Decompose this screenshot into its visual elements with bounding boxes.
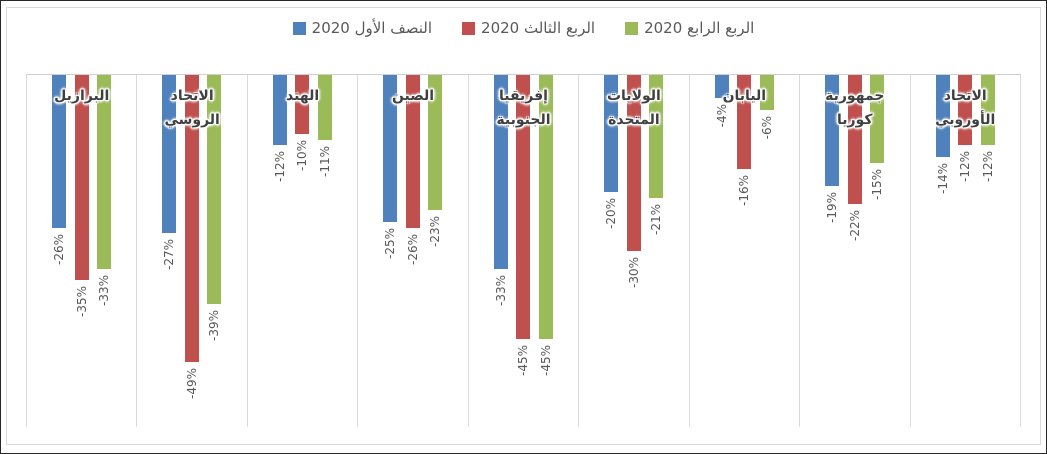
bar-value-label: -10% (295, 140, 310, 172)
bar-series-2-cat-1 (207, 75, 222, 304)
bar-value-label: -30% (626, 257, 641, 289)
category-label: الولايات المتحدة (606, 88, 661, 128)
legend-swatch-red (462, 21, 476, 35)
bar-series-1-cat-6 (737, 75, 752, 169)
category-label: الاتحاد الأوروبي (935, 88, 996, 128)
bar-value-label: -33% (97, 275, 111, 307)
bar-series-2-cat-3 (428, 75, 443, 210)
bar-series-2-cat-8 (980, 75, 995, 145)
bar-value-label: -26% (405, 234, 420, 266)
bar-series-0-cat-0 (52, 75, 66, 228)
bar-value-label: -49% (184, 368, 199, 400)
bar-series-0-cat-3 (383, 75, 398, 222)
bar-series-1-cat-4 (516, 75, 531, 339)
bar-series-1-cat-0 (74, 75, 89, 280)
bar-series-0-cat-8 (935, 75, 950, 157)
bar-series-2-cat-5 (649, 75, 664, 198)
bar-series-1-cat-5 (626, 75, 641, 251)
legend-item-first-half-2020: النصف الأول 2020 (292, 19, 433, 37)
category-group: جمهورية كوريا -19% -22% -15% (800, 75, 911, 427)
bar-value-label: -12% (272, 151, 287, 183)
bar-value-label: -26% (52, 234, 66, 266)
category-label: الهند (286, 88, 320, 104)
bar-series-0-cat-7 (825, 75, 840, 186)
legend-swatch-blue (292, 21, 306, 35)
category-label: إفريقيا الجنوبية (496, 88, 551, 128)
category-label: البرازيل (54, 88, 110, 104)
bar-series-0-cat-6 (714, 75, 729, 98)
bar-series-0-cat-2 (272, 75, 287, 145)
bar-value-label: -27% (162, 239, 177, 271)
legend-item-q4-2020: الربع الرابع 2020 (625, 19, 754, 37)
bar-value-label: -16% (737, 175, 752, 207)
bar-value-label: -11% (317, 146, 332, 178)
bar-value-label: -19% (825, 192, 840, 224)
bar-series-1-cat-7 (847, 75, 862, 204)
bar-value-label: -23% (428, 216, 443, 248)
legend-label-q3-2020: الربع الثالث 2020 (481, 19, 596, 37)
category-label: جمهورية كوريا (825, 88, 885, 128)
bar-series-1-cat-2 (295, 75, 310, 134)
bar-value-label: -35% (74, 286, 89, 318)
bar-value-label: -12% (980, 151, 995, 183)
bar-series-2-cat-0 (97, 75, 111, 269)
chart-border (6, 7, 1041, 445)
category-group: إفريقيا الجنوبية -33% -45% -45% (469, 75, 580, 427)
legend-swatch-green (625, 21, 639, 35)
bar-value-label: -45% (516, 345, 531, 377)
category-group: الولايات المتحدة -20% -30% -21% (579, 75, 690, 427)
bar-value-label: -15% (870, 169, 885, 201)
bar-value-label: -21% (649, 204, 664, 236)
category-group: اليابان -4% -16% -6% (690, 75, 801, 427)
category-group: الصين -25% -26% -23% (358, 75, 469, 427)
category-label: اليابان (722, 88, 767, 104)
bar-series-1-cat-1 (184, 75, 199, 362)
category-label: الصين (391, 88, 435, 104)
bar-value-label: -22% (847, 210, 862, 242)
legend: النصف الأول 2020 الربع الثالث 2020 الربع… (1, 19, 1046, 37)
bar-value-label: -12% (958, 151, 972, 183)
category-group: الاتحاد الأوروبي -14% -12% -12% (911, 75, 1021, 427)
legend-label-q4-2020: الربع الرابع 2020 (644, 19, 755, 37)
bar-value-label: -45% (538, 345, 553, 377)
category-label: الاتحاد الروسي (164, 88, 220, 128)
bar-value-label: -25% (383, 228, 398, 260)
category-group: البرازيل -26% -35% -33% (26, 75, 138, 427)
bar-series-0-cat-4 (493, 75, 508, 269)
legend-label-first-half-2020: النصف الأول 2020 (311, 19, 433, 37)
bar-series-2-cat-7 (870, 75, 885, 163)
bar-series-2-cat-6 (759, 75, 774, 110)
bar-series-2-cat-4 (538, 75, 553, 339)
bar-series-2-cat-2 (317, 75, 332, 140)
category-group: الاتحاد الروسي -27% -49% -39% (137, 75, 248, 427)
bar-value-label: -6% (759, 116, 774, 140)
bar-series-0-cat-5 (604, 75, 619, 192)
plot-area: البرازيل -26% -35% -33% الاتحاد الروسي -27% -4… (26, 74, 1021, 427)
bar-value-label: -14% (935, 163, 950, 195)
category-group: الهند -12% -10% -11% (248, 75, 359, 427)
bar-series-0-cat-1 (162, 75, 177, 233)
bar-series-1-cat-3 (405, 75, 420, 228)
bar-value-label: -20% (604, 198, 619, 230)
bar-value-label: -39% (207, 310, 222, 342)
bar-value-label: -33% (493, 275, 508, 307)
bar-series-1-cat-8 (958, 75, 972, 145)
legend-item-q3-2020: الربع الثالث 2020 (462, 19, 595, 37)
